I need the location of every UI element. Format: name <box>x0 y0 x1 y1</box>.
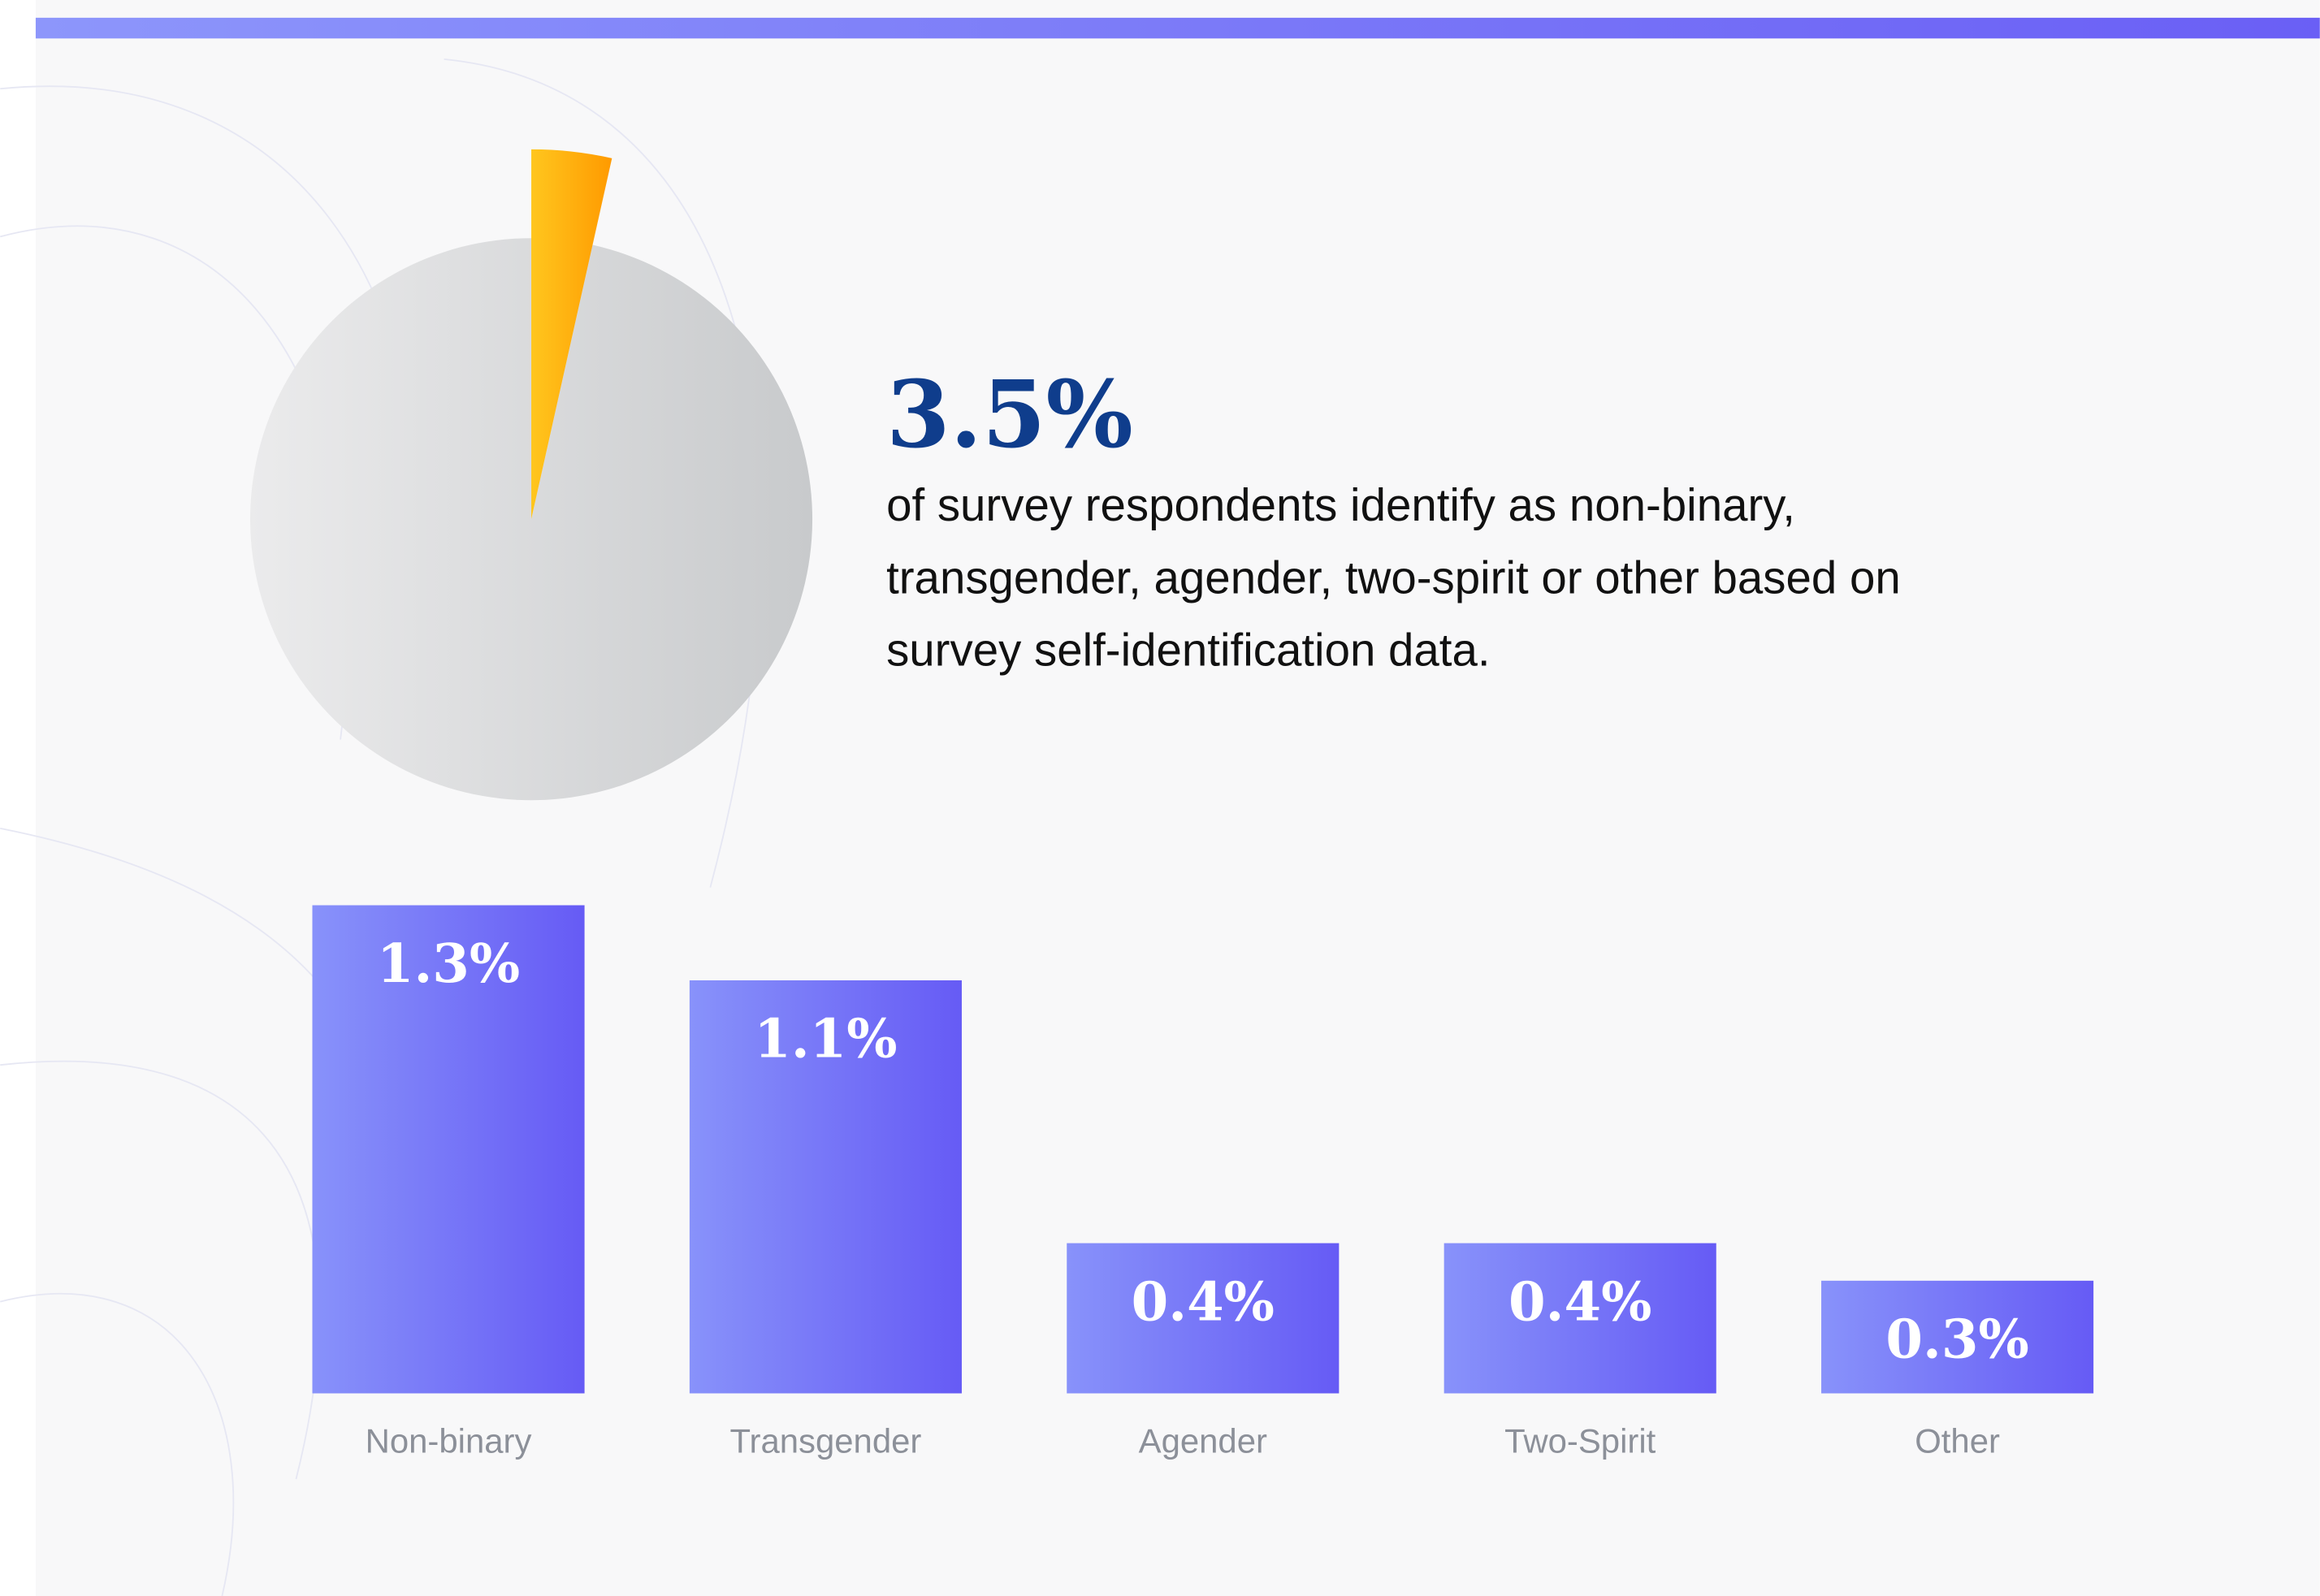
bar <box>312 905 585 1394</box>
bar-value-label: 0.4% <box>1132 1270 1275 1333</box>
bar-value-label: 1.1% <box>754 1008 897 1070</box>
category-label: Agender <box>1139 1421 1267 1460</box>
description-line: transgender, agender, two-spirit or othe… <box>886 551 1901 603</box>
bar <box>1821 1280 2094 1394</box>
bar-value-label: 0.3% <box>1885 1308 2028 1371</box>
bar <box>689 980 962 1394</box>
pie-slice <box>531 149 612 520</box>
category-label: Non-binary <box>366 1421 532 1460</box>
headline-value: 3.5% <box>886 361 1133 469</box>
bar <box>1067 1243 1340 1394</box>
bar-value-label: 1.3% <box>377 932 520 995</box>
category-label: Other <box>1915 1421 2000 1460</box>
category-label: Two-Spirit <box>1504 1421 1656 1460</box>
description-line: of survey respondents identify as non-bi… <box>886 479 1795 530</box>
bar-value-label: 0.4% <box>1508 1270 1651 1333</box>
description-line: survey self-identification data. <box>886 625 1490 676</box>
bar <box>1444 1243 1716 1394</box>
top-bar <box>35 17 2320 39</box>
category-label: Transgender <box>729 1421 921 1460</box>
pie-slice <box>250 238 813 801</box>
